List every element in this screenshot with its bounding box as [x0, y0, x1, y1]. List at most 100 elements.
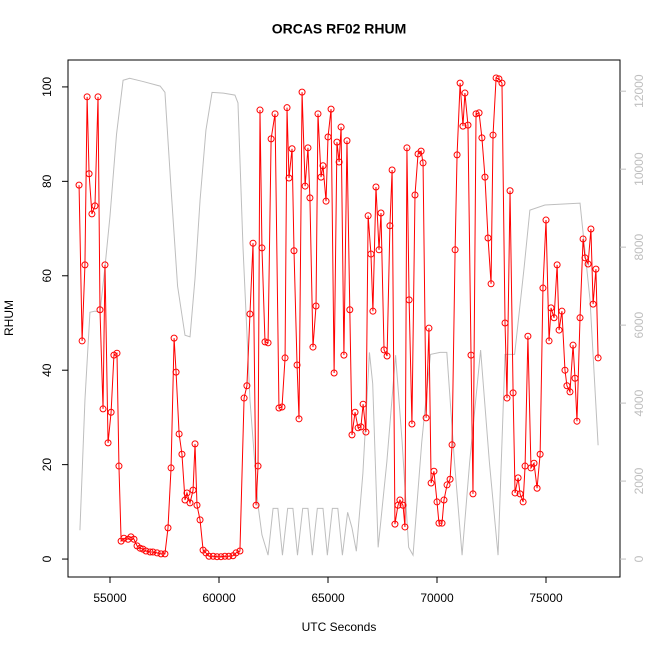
- data-point: [335, 158, 343, 166]
- data-point: [293, 361, 301, 369]
- data-point: [101, 261, 109, 269]
- data-point: [566, 388, 574, 396]
- data-point: [258, 244, 266, 252]
- data-point: [164, 524, 172, 532]
- data-point: [503, 394, 511, 402]
- data-point: [346, 306, 354, 314]
- data-point: [172, 368, 180, 376]
- data-point: [375, 246, 383, 254]
- data-point: [527, 464, 535, 472]
- data-point: [249, 239, 257, 247]
- data-point: [170, 334, 178, 342]
- data-point: [298, 88, 306, 96]
- y2-tick-label: 0: [632, 555, 646, 562]
- data-point: [217, 553, 225, 561]
- data-point: [492, 74, 500, 82]
- data-point: [396, 496, 404, 504]
- data-point: [267, 135, 275, 143]
- x-tick-label: 75000: [529, 591, 563, 605]
- data-point: [453, 151, 461, 159]
- data-point: [191, 440, 199, 448]
- data-point: [573, 417, 581, 425]
- data-point: [587, 225, 595, 233]
- data-point: [288, 145, 296, 153]
- data-point: [563, 382, 571, 390]
- data-point: [558, 307, 566, 315]
- data-point: [594, 354, 602, 362]
- data-point: [309, 343, 317, 351]
- data-point: [472, 110, 480, 118]
- data-point: [221, 552, 229, 560]
- data-point: [85, 170, 93, 178]
- data-point: [120, 534, 128, 542]
- data-point: [149, 548, 157, 556]
- data-point: [281, 354, 289, 362]
- data-point: [592, 265, 600, 273]
- data-point: [327, 105, 335, 113]
- data-point: [440, 496, 448, 504]
- data-point: [498, 79, 506, 87]
- data-point: [506, 187, 514, 195]
- data-point: [536, 450, 544, 458]
- data-point: [550, 314, 558, 322]
- data-point: [96, 306, 104, 314]
- data-point: [391, 520, 399, 528]
- data-point: [547, 304, 555, 312]
- data-point: [539, 284, 547, 292]
- data-point: [478, 134, 486, 142]
- series-line: [78, 77, 599, 558]
- data-point: [362, 428, 370, 436]
- data-point: [136, 544, 144, 552]
- data-point: [383, 352, 391, 360]
- data-point: [333, 138, 341, 146]
- data-point: [377, 209, 385, 217]
- data-point: [304, 144, 312, 152]
- data-point: [519, 498, 527, 506]
- y2-tick-label: 6000: [632, 311, 646, 338]
- data-point: [589, 300, 597, 308]
- data-point: [113, 349, 121, 357]
- data-point: [175, 430, 183, 438]
- y2-tick-label: 12000: [632, 74, 646, 108]
- data-point: [178, 450, 186, 458]
- data-point: [501, 319, 509, 327]
- y2-tick-label: 4000: [632, 389, 646, 416]
- data-point: [348, 431, 356, 439]
- data-point: [422, 414, 430, 422]
- data-point: [243, 382, 251, 390]
- data-point: [451, 246, 459, 254]
- data-point: [107, 408, 115, 416]
- data-point: [545, 337, 553, 345]
- data-point: [354, 424, 362, 432]
- data-point: [555, 326, 563, 334]
- data-point: [322, 197, 330, 205]
- data-point: [88, 210, 96, 218]
- data-point: [403, 144, 411, 152]
- data-point: [78, 337, 86, 345]
- data-point: [511, 489, 519, 497]
- data-point: [290, 247, 298, 255]
- data-point: [246, 310, 254, 318]
- data-point: [319, 162, 327, 170]
- y-tick-label: 40: [40, 363, 54, 377]
- data-point: [443, 481, 451, 489]
- data-point: [405, 296, 413, 304]
- data-point: [301, 182, 309, 190]
- data-point: [312, 302, 320, 310]
- x-tick-label: 70000: [420, 591, 454, 605]
- data-point: [533, 484, 541, 492]
- y-tick-label: 20: [40, 458, 54, 472]
- data-point: [561, 366, 569, 374]
- data-point: [186, 499, 194, 507]
- data-point: [579, 235, 587, 243]
- data-point: [256, 106, 264, 114]
- data-point: [104, 439, 112, 447]
- data-point: [189, 486, 197, 494]
- chart-title: ORCAS RF02 RHUM: [272, 21, 407, 37]
- data-point: [153, 549, 161, 557]
- data-point: [530, 459, 538, 467]
- data-point: [91, 202, 99, 210]
- data-point: [283, 104, 291, 112]
- data-point: [94, 93, 102, 101]
